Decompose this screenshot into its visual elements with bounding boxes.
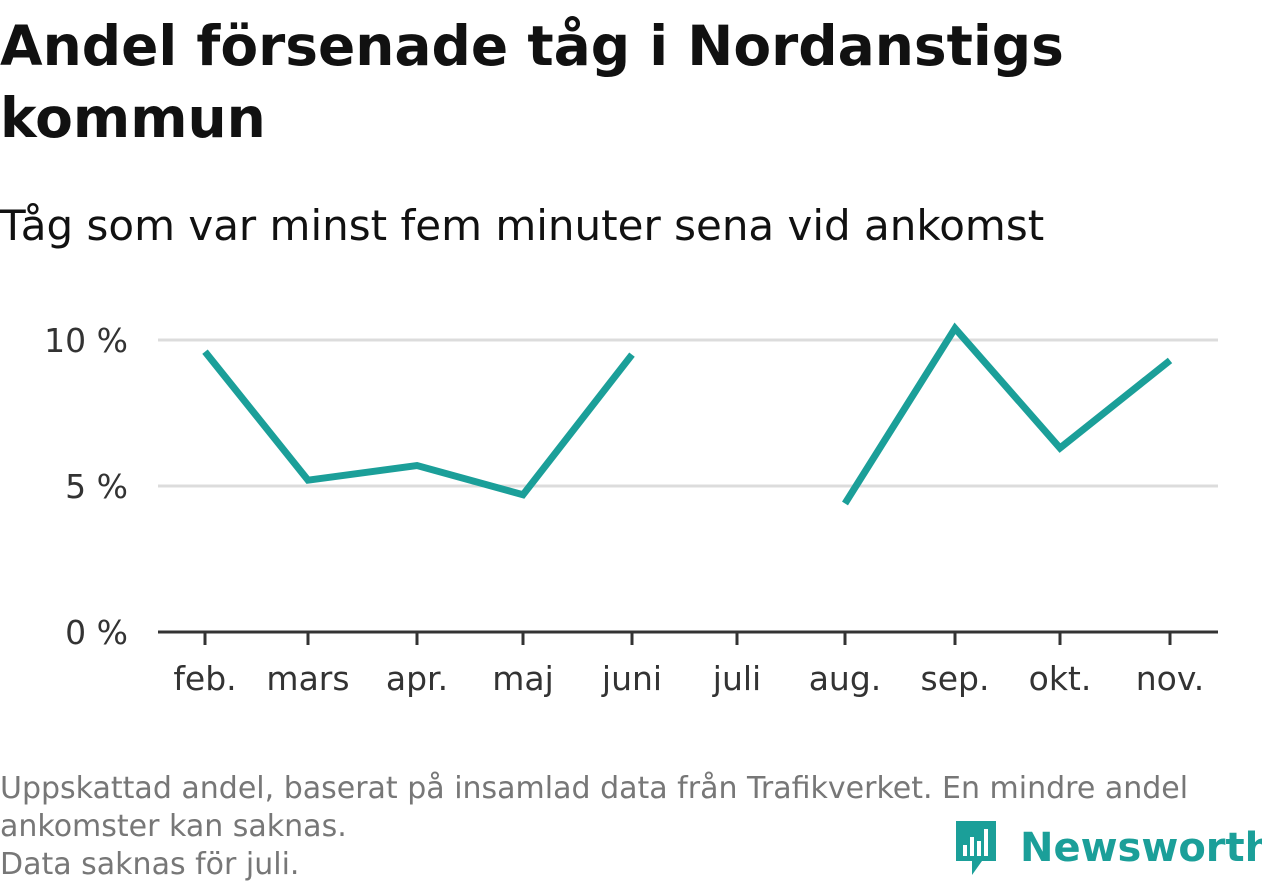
x-tick-label: juli [712, 659, 761, 698]
x-tick-label: nov. [1136, 659, 1205, 698]
line-chart: 0 % 5 % 10 % feb. mars apr. maj juni juli aug. sep… [44, 321, 1218, 698]
chart-subtitle: Tåg som var minst fem minuter sena vid a… [0, 201, 1045, 250]
y-tick-label: 5 % [65, 467, 128, 506]
x-tick-label: apr. [386, 659, 448, 698]
x-tick-label: juni [601, 659, 662, 698]
newsworthy-logo-icon [956, 821, 996, 875]
brand-logo: Newsworthy [952, 816, 1262, 880]
x-tick-label: mars [266, 659, 349, 698]
x-tick-label: maj [492, 659, 554, 698]
footer-missing-data: Data saknas för juli. [0, 847, 300, 882]
x-tick-label: okt. [1029, 659, 1092, 698]
series-line [202, 349, 635, 499]
x-tick-label: aug. [809, 659, 882, 698]
x-tick-label: feb. [173, 659, 236, 698]
y-tick-label: 0 % [65, 613, 128, 652]
chart-footer: Uppskattad andel, baserat på insamlad da… [0, 770, 1250, 884]
brand-name: Newsworthy [1020, 825, 1262, 871]
footer-note: Uppskattad andel, baserat på insamlad da… [0, 771, 1189, 844]
y-tick-label: 10 % [44, 321, 128, 360]
x-tick-label: sep. [921, 659, 990, 698]
series-line [842, 322, 1173, 506]
chart-title: Andel försenade tåg i Nordanstigs kommun [0, 14, 1064, 150]
